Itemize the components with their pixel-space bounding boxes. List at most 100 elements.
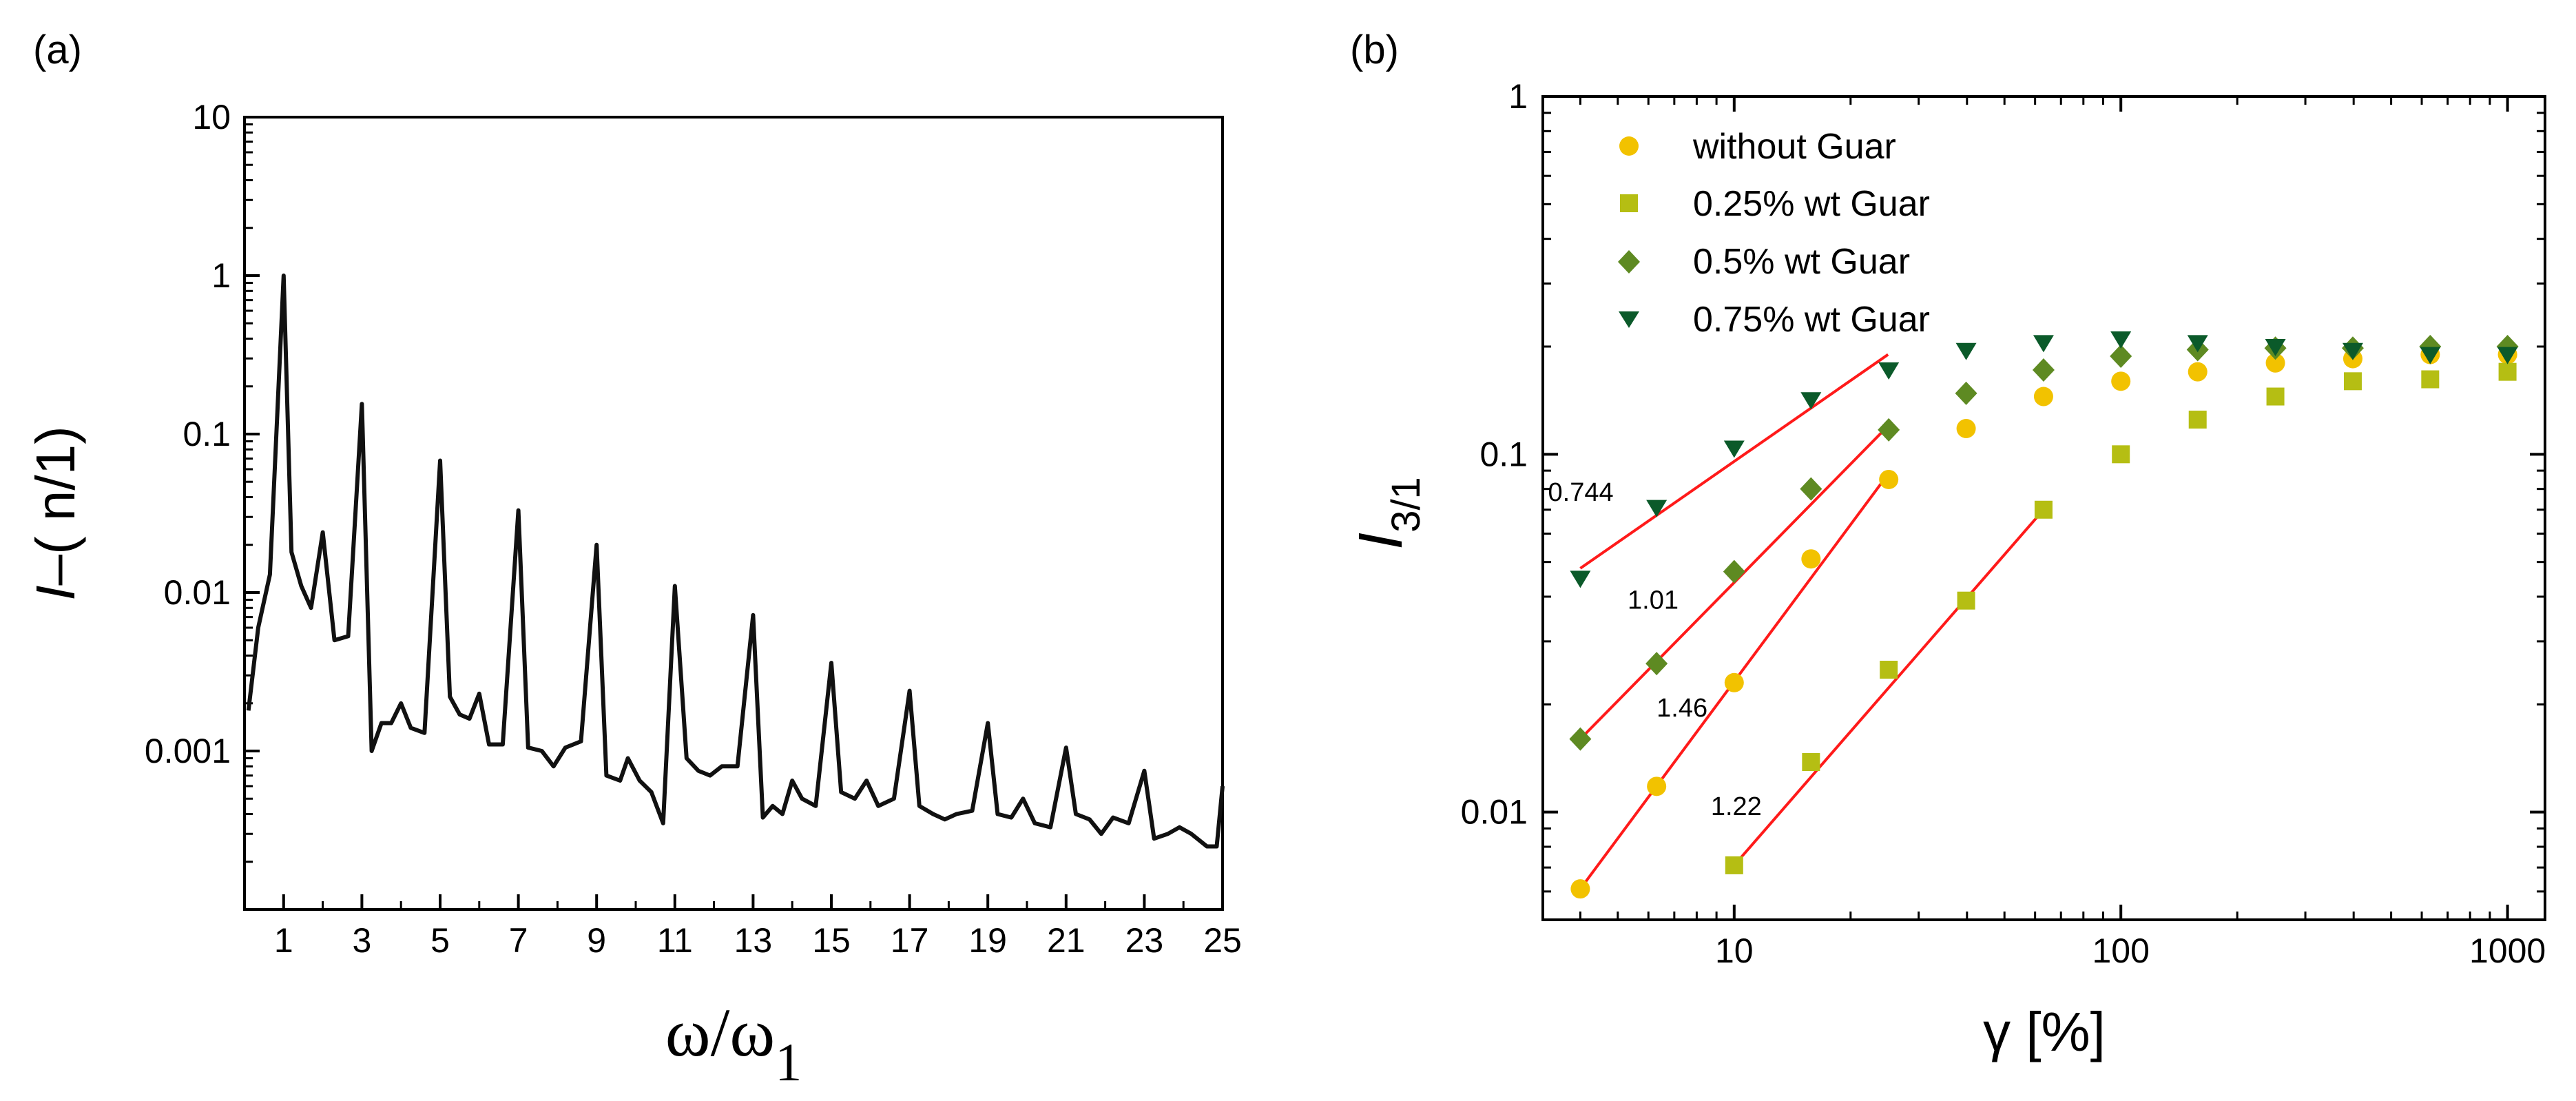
panel-a-label: (a): [33, 28, 82, 72]
point-square: [2034, 500, 2053, 519]
legend-entry-05-guar: 0.5% wt Guar: [1618, 242, 1910, 282]
slope-label: 0.744: [1548, 478, 1614, 507]
point-square: [1802, 753, 1820, 772]
panel-b-y-tick-label: 0.01: [1461, 793, 1528, 832]
panel-a-x-tick-label: 5: [430, 921, 450, 960]
panel-a-x-tick-label: 1: [274, 921, 293, 960]
panel-a-x-tick-label: 15: [812, 921, 851, 960]
point-circle: [1801, 549, 1821, 569]
panel-a-x-tick-label: 19: [968, 921, 1007, 960]
panel-a-y-tick-label: 10: [192, 98, 231, 136]
point-triangle-down: [2497, 347, 2518, 364]
legend-entry-025-guar: 0.25% wt Guar: [1620, 184, 1930, 224]
point-square: [2498, 362, 2517, 381]
data-points: [1569, 331, 2519, 899]
point-triangle-down: [1570, 570, 1591, 588]
point-triangle-down: [1800, 392, 1822, 410]
panel-a-x-tick-label: 25: [1203, 921, 1242, 960]
panel-a-x-axis-title-sub: 1: [775, 1032, 802, 1092]
point-circle: [1956, 419, 1976, 439]
fit-line-1.22: [1733, 508, 2045, 867]
panel-b-y-axis-title-main: I: [1347, 533, 1415, 550]
legend-triangle-marker: [1619, 311, 1639, 328]
point-circle: [2265, 353, 2285, 373]
panel-a-y-ticks: 0.001 0.01 0.1 1 10: [145, 98, 260, 863]
point-circle: [1724, 672, 1744, 692]
point-triangle-down: [1723, 440, 1745, 458]
point-square: [1957, 591, 1975, 610]
panel-a-y-axis-title-italic: I: [25, 585, 86, 600]
panel-a-y-axis-title-rest: –( n/1): [25, 426, 86, 585]
panel-a-x-tick-label: 21: [1047, 921, 1086, 960]
point-triangle-down: [2342, 342, 2363, 360]
fit-line-0.744: [1579, 353, 1889, 570]
point-circle: [2111, 371, 2131, 391]
panel-a-y-axis-title: I–( n/1): [25, 426, 86, 600]
point-diamond: [2110, 344, 2132, 368]
legend-entry-without-guar: without Guar: [1619, 127, 1896, 167]
panel-a-x-tick-label: 17: [891, 921, 929, 960]
legend-diamond-marker: [1618, 250, 1640, 274]
point-diamond: [1723, 559, 1745, 584]
point-square: [2112, 445, 2130, 464]
panel-a-y-tick-label: 0.1: [183, 415, 231, 453]
panel-b-x-tick-label: 1000: [2469, 932, 2546, 970]
panel-a-x-tick-label: 13: [734, 921, 773, 960]
panel-a-x-tick-label: 9: [587, 921, 606, 960]
legend-label-075-guar: 0.75% wt Guar: [1693, 300, 1930, 340]
legend-label-05-guar: 0.5% wt Guar: [1693, 242, 1910, 282]
point-square: [1725, 856, 1743, 874]
point-square: [1880, 661, 1898, 679]
point-circle: [1647, 776, 1667, 796]
point-triangle-down: [2265, 338, 2286, 356]
point-diamond: [2032, 358, 2055, 382]
panel-a-x-axis-title-main: ω/ω: [665, 994, 775, 1071]
point-circle: [1570, 879, 1590, 899]
point-triangle-down: [2420, 347, 2441, 364]
point-square: [2343, 372, 2362, 391]
spectrum-line: [246, 274, 1225, 849]
panel-a-x-ticks: 1 3 5 7 9 11 13 15 17 19 21 23 25: [274, 894, 1242, 960]
panel-a-x-tick-label: 7: [509, 921, 528, 960]
panel-a-y-tick-label: 0.01: [164, 573, 231, 612]
point-square: [2421, 370, 2440, 389]
fit-lines: 0.744 1.01 1.46 1.22: [1548, 353, 2045, 890]
panel-a-x-tick-label: 3: [352, 921, 371, 960]
point-square: [2188, 411, 2207, 429]
point-diamond: [1878, 418, 1900, 442]
slope-label: 1.01: [1628, 586, 1679, 615]
panel-b-y-tick-label: 0.1: [1479, 435, 1528, 473]
point-diamond: [1955, 381, 1977, 405]
point-circle: [1879, 469, 1899, 489]
point-circle: [2033, 387, 2053, 407]
legend-square-marker: [1620, 194, 1638, 212]
panel-a-frame: [243, 116, 1224, 911]
panel-a-x-tick-label: 11: [657, 921, 693, 960]
panel-b-y-axis-title-sub: 3/1: [1384, 477, 1429, 533]
slope-label: 1.46: [1656, 694, 1707, 723]
point-diamond: [1645, 652, 1668, 676]
panel-b-y-ticks: 0.01 0.1 1: [1461, 77, 2545, 893]
point-triangle-down: [2110, 331, 2132, 349]
panel-b-x-tick-label: 100: [2092, 932, 2149, 970]
slope-label: 1.22: [1711, 792, 1762, 821]
panel-b-y-tick-label: 1: [1508, 77, 1528, 116]
panel-b-x-axis-title: γ [%]: [1983, 1001, 2106, 1062]
legend-label-without-guar: without Guar: [1692, 127, 1896, 167]
point-triangle-down: [2187, 335, 2208, 353]
panel-b-label: (b): [1350, 28, 1399, 72]
panel-b-x-ticks: 10 100 1000: [1579, 96, 2546, 970]
point-diamond: [1800, 477, 1822, 501]
panel-a-x-axis-title: ω/ω1: [665, 994, 802, 1092]
panel-b-frame: [1541, 95, 2546, 921]
legend-entry-075-guar: 0.75% wt Guar: [1619, 300, 1930, 340]
panel-a-y-tick-label: 0.001: [145, 732, 231, 770]
panel-b: (b) 0.01 0.1 1 10 100 1000 0.744 1.01 1.46 1.22…: [1347, 28, 2546, 1062]
legend-circle-marker: [1619, 136, 1639, 156]
panel-a-y-tick-label: 1: [211, 256, 231, 295]
point-circle: [2188, 362, 2208, 382]
point-triangle-down: [1955, 342, 1977, 360]
point-diamond: [1569, 727, 1592, 751]
